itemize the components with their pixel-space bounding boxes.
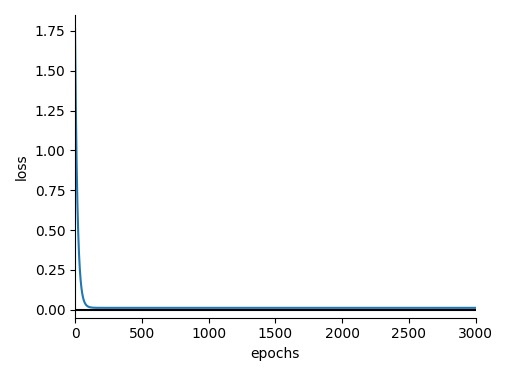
X-axis label: epochs: epochs [250,347,300,361]
Y-axis label: loss: loss [15,153,29,180]
